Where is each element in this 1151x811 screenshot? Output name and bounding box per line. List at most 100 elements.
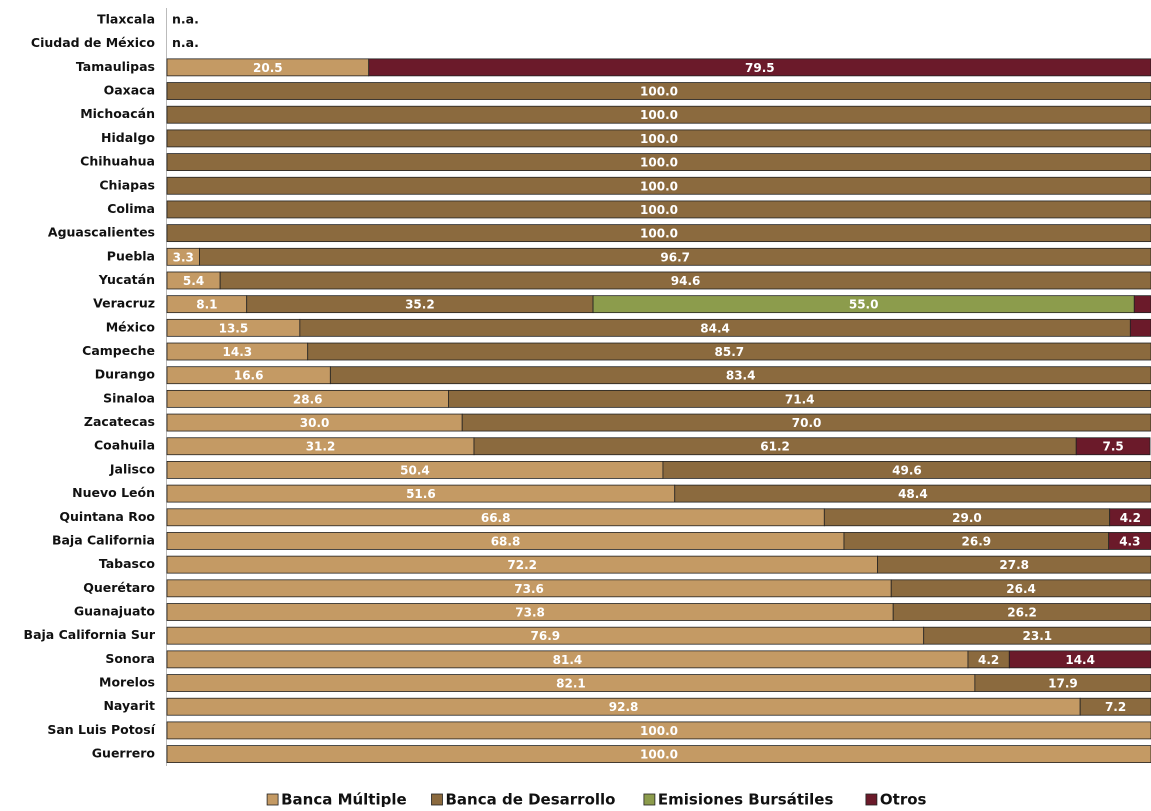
value-label: 35.2 — [405, 298, 435, 312]
category-label: Quintana Roo — [59, 509, 155, 524]
value-label: 81.4 — [553, 653, 583, 667]
bar-segment — [1008, 650, 1151, 669]
value-label: 100.0 — [640, 132, 678, 146]
bar-segment — [166, 200, 1151, 219]
category-label: Durango — [95, 367, 156, 382]
value-label: 100.0 — [640, 227, 678, 241]
value-label: 49.6 — [892, 463, 922, 477]
value-label: 66.8 — [481, 511, 511, 525]
value-label: 3.3 — [173, 250, 194, 264]
category-label: Jalisco — [109, 461, 156, 476]
value-label: 55.0 — [849, 298, 879, 312]
legend-label: Otros — [880, 791, 927, 808]
category-label: Chihuahua — [80, 154, 155, 169]
category-label: Nuevo León — [72, 485, 155, 500]
value-label: 20.5 — [253, 61, 283, 75]
category-label: Campeche — [82, 343, 155, 358]
value-label: 83.4 — [726, 369, 756, 383]
value-label: 5.4 — [183, 274, 204, 288]
category-label: Guanajuato — [74, 604, 156, 619]
bar-segment — [461, 413, 1151, 432]
category-label: Puebla — [107, 248, 155, 263]
value-label: 48.4 — [898, 487, 928, 501]
bar-segment — [974, 674, 1151, 692]
category-label: Michoacán — [80, 106, 155, 121]
bar-segment — [1129, 318, 1151, 337]
bar-segment — [307, 342, 1151, 361]
value-label: 100.0 — [640, 85, 678, 99]
value-label: 85.7 — [715, 345, 745, 359]
bar-segment — [890, 579, 1151, 598]
value-label: 70.0 — [792, 416, 822, 430]
bar-segment — [166, 224, 1151, 243]
category-label: Querétaro — [83, 580, 155, 595]
value-label: 92.8 — [609, 700, 639, 714]
value-label: 72.2 — [507, 558, 537, 572]
category-label: Veracruz — [93, 296, 155, 311]
value-label: 50.4 — [400, 463, 430, 477]
bar-segment — [368, 58, 1151, 77]
value-label: 100.0 — [640, 108, 678, 122]
value-label: 26.9 — [962, 534, 992, 548]
value-label: 23.1 — [1023, 629, 1053, 643]
value-label: 4.2 — [978, 653, 999, 667]
value-label: 100.0 — [640, 156, 678, 170]
value-label: 94.6 — [671, 274, 701, 288]
value-label: 13.5 — [219, 321, 249, 335]
bar-segment — [219, 271, 1151, 290]
category-label: Chiapas — [99, 177, 155, 192]
bar-segment — [1133, 295, 1151, 314]
category-label: Ciudad de México — [31, 35, 155, 50]
value-label: 71.4 — [785, 392, 815, 406]
value-label: 100.0 — [640, 179, 678, 193]
value-label: 100.0 — [640, 724, 678, 738]
category-label: Nayarit — [103, 698, 155, 713]
bar-segment — [199, 247, 1151, 266]
category-label: Tlaxcala — [97, 12, 155, 27]
category-label: Guerrero — [92, 746, 156, 761]
legend-label: Emisiones Bursátiles — [658, 791, 834, 808]
bar-segment — [674, 484, 1151, 503]
value-label: 84.4 — [700, 321, 730, 335]
category-label: Colima — [107, 201, 155, 216]
category-label: Zacatecas — [84, 414, 155, 429]
bar-segment — [877, 555, 1151, 574]
bar-segment — [166, 721, 1151, 740]
value-label: 26.4 — [1006, 582, 1036, 596]
category-label: Hidalgo — [101, 130, 155, 145]
value-label: 100.0 — [640, 748, 678, 762]
legend-swatch — [643, 793, 656, 806]
category-label: Baja California Sur — [24, 627, 156, 642]
category-label: Sinaloa — [103, 390, 155, 405]
value-label: 27.8 — [999, 558, 1029, 572]
value-label: 79.5 — [745, 61, 775, 75]
value-label: 7.2 — [1105, 700, 1126, 714]
bar-segment — [1075, 437, 1151, 456]
category-label: Morelos — [99, 675, 155, 690]
legend-swatch — [266, 793, 279, 806]
value-label: 68.8 — [491, 534, 521, 548]
category-label: Tamaulipas — [76, 59, 155, 74]
legend-label: Banca Múltiple — [281, 791, 407, 808]
value-label: 82.1 — [556, 677, 586, 691]
bar-segment — [166, 129, 1151, 148]
value-label: 14.4 — [1065, 653, 1095, 667]
value-label: 16.6 — [234, 369, 264, 383]
value-label: 17.9 — [1048, 677, 1078, 691]
bar-segment — [892, 603, 1151, 621]
bar-segment — [166, 153, 1151, 171]
category-label: Tabasco — [99, 556, 156, 571]
legend-swatch — [865, 793, 878, 806]
bar-segment — [448, 389, 1151, 408]
category-label: Yucatán — [98, 272, 155, 287]
category-label: México — [106, 319, 156, 334]
value-label: 61.2 — [760, 440, 790, 454]
missing-label: n.a. — [172, 12, 199, 27]
category-label: Sonora — [105, 651, 155, 666]
bar-segment — [166, 176, 1151, 195]
value-label: 29.0 — [952, 511, 982, 525]
category-label: Coahuila — [94, 438, 155, 453]
value-label: 76.9 — [531, 629, 561, 643]
value-label: 96.7 — [660, 250, 690, 264]
